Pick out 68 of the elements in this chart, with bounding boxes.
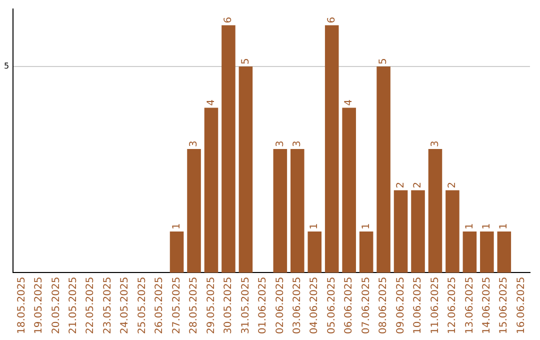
- x-tick-label: 30.05.2025: [223, 276, 234, 334]
- x-tick-label: 31.05.2025: [240, 276, 252, 334]
- x-tick-label: 18.05.2025: [16, 276, 28, 334]
- x-tick-label: 29.05.2025: [206, 276, 217, 334]
- x-tick-label: 15.06.2025: [498, 276, 510, 334]
- data-label: 3: [292, 140, 303, 148]
- data-label: 3: [430, 140, 441, 148]
- bar: [308, 232, 322, 273]
- x-tick-label: 04.06.2025: [309, 276, 320, 334]
- x-tick-label: 26.05.2025: [154, 276, 166, 334]
- data-label: 3: [188, 140, 200, 148]
- bar: [170, 232, 184, 273]
- bar: [428, 149, 442, 273]
- data-label: 4: [344, 99, 355, 106]
- bar: [462, 232, 477, 273]
- data-label: 3: [274, 140, 286, 148]
- x-tick-label: 10.06.2025: [412, 276, 424, 334]
- data-label: 5: [240, 58, 252, 65]
- data-label: 1: [482, 223, 493, 230]
- data-label: 1: [498, 223, 510, 230]
- x-tick-label: 03.06.2025: [292, 276, 303, 334]
- bar: [204, 108, 218, 273]
- x-tick-label: 24.05.2025: [120, 276, 131, 334]
- bar: [376, 66, 390, 273]
- x-tick-label: 07.06.2025: [360, 276, 372, 334]
- x-tick-label: 19.05.2025: [34, 276, 45, 334]
- bar: [273, 149, 288, 273]
- x-tick-label: 13.06.2025: [464, 276, 476, 334]
- x-tick-label: 23.05.2025: [102, 276, 114, 334]
- x-tick-label: 25.05.2025: [136, 276, 148, 334]
- bar: [222, 25, 236, 273]
- x-tick-label: 12.06.2025: [447, 276, 458, 334]
- x-tick-label: 05.06.2025: [326, 276, 338, 334]
- data-label: 6: [223, 16, 234, 24]
- data-label: 1: [309, 223, 320, 230]
- x-tick-label: 16.06.2025: [516, 276, 527, 334]
- x-tick-label: 27.05.2025: [171, 276, 182, 334]
- x-tick-label: 08.06.2025: [378, 276, 390, 334]
- x-tick-label: 02.06.2025: [274, 276, 286, 334]
- bar: [394, 190, 408, 273]
- bar: [497, 232, 512, 273]
- bar: [187, 149, 201, 273]
- x-tick-label: 01.06.2025: [258, 276, 269, 334]
- x-tick-label: 20.05.2025: [50, 276, 62, 334]
- data-label: 6: [326, 16, 338, 24]
- bar: [290, 149, 304, 273]
- bar: [238, 66, 253, 273]
- bar: [342, 108, 356, 273]
- bar: [480, 232, 494, 273]
- data-label: 4: [206, 99, 217, 106]
- x-tick-label: 14.06.2025: [482, 276, 493, 334]
- bar: [411, 190, 425, 273]
- x-tick-label: 21.05.2025: [68, 276, 79, 334]
- x-tick-label: 28.05.2025: [188, 276, 200, 334]
- bar: [324, 25, 339, 273]
- data-label: 1: [171, 223, 182, 230]
- data-label: 2: [412, 182, 424, 188]
- x-tick-label: 06.06.2025: [344, 276, 355, 334]
- x-tick-label: 11.06.2025: [430, 276, 441, 334]
- bar: [446, 190, 460, 273]
- data-label: 1: [464, 223, 476, 230]
- x-tick-label: 22.05.2025: [85, 276, 96, 334]
- data-label: 2: [395, 182, 406, 188]
- bar: [359, 232, 374, 273]
- data-label: 1: [360, 223, 372, 230]
- x-tick-label: 09.06.2025: [395, 276, 406, 334]
- data-label: 2: [447, 182, 458, 188]
- data-label: 5: [378, 58, 390, 65]
